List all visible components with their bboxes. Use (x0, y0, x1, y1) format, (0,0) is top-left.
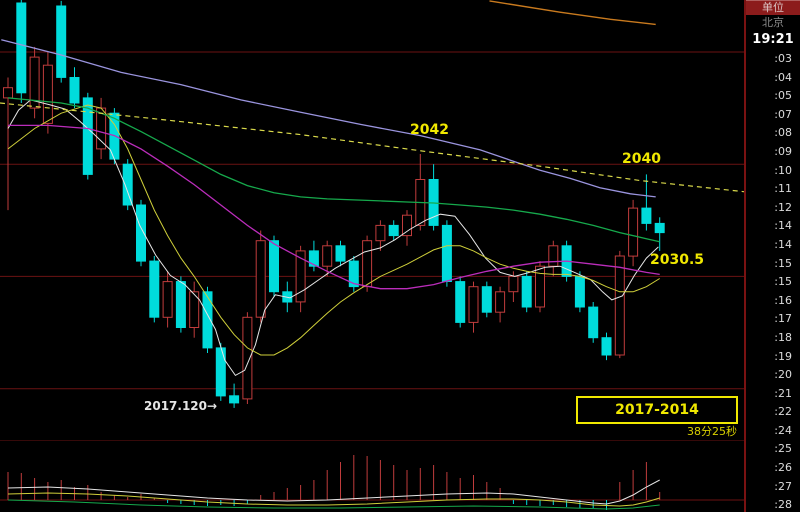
candle-body (82, 97, 93, 175)
time-row: :09 (774, 144, 792, 158)
trendline-dashed-line (0, 102, 745, 193)
candle-body (588, 306, 599, 339)
time-row: :21 (774, 386, 792, 400)
candle-body (136, 204, 146, 262)
candle-body (42, 64, 53, 124)
time-row: :11 (774, 182, 792, 196)
candle-body (441, 224, 452, 282)
panel-divider (744, 0, 746, 512)
candle-body (468, 286, 479, 323)
time-row: :15 (774, 275, 792, 289)
time-row: :19 (774, 349, 792, 363)
time-row: :18 (774, 330, 792, 344)
price-label-2042: 2042 (410, 122, 449, 138)
time-row: :08 (774, 126, 792, 140)
candle-body (3, 87, 13, 99)
candle-body (242, 316, 253, 400)
candle-body (162, 281, 173, 318)
candle-body (548, 245, 559, 267)
ma-magenta-line (8, 124, 660, 290)
time-row: :17 (774, 312, 792, 326)
candle-body (308, 250, 319, 267)
candle-body (614, 255, 625, 356)
candle-body (295, 250, 306, 303)
ma-white-line (7, 99, 659, 377)
last-price-label: 2030.5 (650, 252, 705, 268)
candle-body (255, 240, 266, 318)
countdown-timer: 38分25秒 (687, 425, 737, 438)
candle-body (574, 275, 585, 308)
ma-green-line (7, 97, 660, 243)
sub-white-line (7, 479, 660, 505)
candle-body (16, 2, 27, 94)
sub-green-line (7, 499, 660, 510)
time-row: :07 (774, 107, 792, 121)
candles-group (3, 0, 665, 408)
candle-body (495, 291, 506, 313)
time-row: :14 (774, 219, 792, 233)
candle-body (322, 245, 333, 267)
time-row: :24 (774, 423, 792, 437)
sidebar-header-unit[interactable]: 单位 (746, 0, 800, 15)
time-row: :26 (774, 461, 792, 475)
time-sidebar[interactable]: 单位 北京 19:21 :03 :04 :05 :07 :08 :09 :10 :11 :12:… (746, 0, 800, 512)
ma-lavender-line (1, 39, 656, 198)
candle-body (654, 222, 665, 234)
candle-body (375, 224, 386, 242)
indicator-panel[interactable] (0, 440, 746, 512)
ma-yellow-line (7, 104, 660, 356)
time-row: :25 (774, 442, 792, 456)
candlestick-chart[interactable] (0, 0, 746, 440)
low-price-label: 2017.120→ (144, 399, 218, 413)
price-label-2040: 2040 (622, 151, 661, 167)
candle-body (29, 56, 40, 109)
candle-body (481, 286, 492, 313)
candle-body (202, 291, 213, 349)
sidebar-clock: 19:21 (752, 32, 794, 47)
candle-body (641, 207, 652, 224)
candle-body (455, 281, 466, 323)
candle-body (628, 207, 639, 257)
time-row: :28 (774, 498, 792, 512)
candle-body (335, 245, 346, 262)
candle-body (149, 260, 160, 318)
time-row: :22 (774, 405, 792, 419)
range-annotation-text: 2017-2014 (615, 402, 699, 418)
candle-body (215, 347, 226, 397)
time-row: :03 (774, 52, 792, 65)
orange-line-line (489, 0, 656, 26)
candle-body (122, 163, 133, 206)
candle-body (362, 240, 373, 288)
candle-body (69, 77, 80, 104)
time-list: :03 :04 :05 :07 :08 :09 :10 :11 :12 :14 :14 :15 :15:… (746, 50, 796, 512)
sub-yellow-line (7, 492, 660, 507)
candle-body (189, 291, 200, 328)
time-row: :04 (774, 70, 792, 84)
candle-body (601, 337, 612, 356)
candle-body (402, 214, 412, 237)
candle-body (348, 260, 359, 288)
candle-body (269, 240, 279, 293)
sidebar-city-label: 北京 (762, 16, 784, 29)
indicator-histogram (7, 455, 661, 510)
time-row: :05 (774, 89, 792, 103)
candle-body (229, 395, 240, 404)
time-row: :16 (774, 293, 792, 307)
time-row: :10 (774, 163, 792, 177)
time-row: :12 (774, 200, 792, 214)
candle-body (175, 281, 186, 329)
time-row: :14 (774, 237, 792, 251)
chart-area[interactable]: 2042 2040 2030.5 2017.120→ 2017-2014 38分… (0, 0, 746, 512)
candle-body (508, 275, 519, 293)
range-annotation-box: 2017-2014 (576, 396, 738, 424)
candle-body (388, 224, 399, 237)
candle-body (521, 275, 532, 308)
time-row: :15 (774, 256, 792, 270)
candle-body (56, 5, 67, 78)
candle-body (535, 265, 545, 308)
time-row: :20 (774, 368, 792, 382)
time-row: :27 (774, 479, 792, 493)
